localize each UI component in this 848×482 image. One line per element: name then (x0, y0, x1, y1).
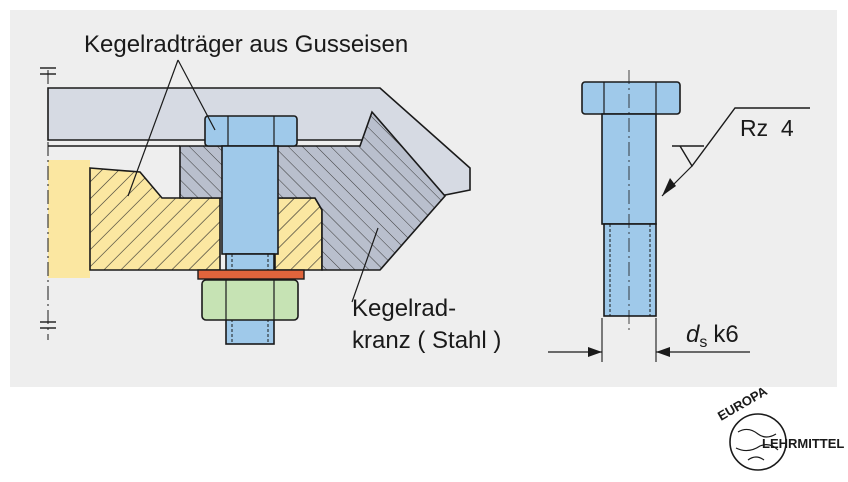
dimension-tolerance: k6 (713, 321, 738, 348)
diameter-dimension (548, 318, 750, 362)
logo-side-text: LEHRMITTEL (762, 436, 844, 451)
roughness-label: Rz 4 (740, 115, 794, 141)
upper-casting (47, 87, 471, 197)
nut (201, 279, 299, 321)
gear-assembly (40, 59, 471, 345)
dimension-symbol: d (686, 321, 700, 348)
ring-gear-label-line1: Kegelrad- (352, 295, 456, 322)
globe-icon (729, 413, 787, 471)
roughness-symbol (661, 107, 810, 197)
carrier-right-hatched (274, 197, 323, 271)
bolt-detail (548, 70, 810, 362)
dimension-label: ds k6 (686, 321, 739, 351)
carrier-label: Kegelradträger aus Gusseisen (84, 31, 408, 58)
ring-gear-label-line2: kranz ( Stahl ) (352, 327, 501, 354)
dimension-subscript: s (699, 334, 707, 351)
washer (197, 269, 305, 280)
europa-lehrmittel-logo: EUROPA LEHRMITTEL (715, 383, 844, 471)
